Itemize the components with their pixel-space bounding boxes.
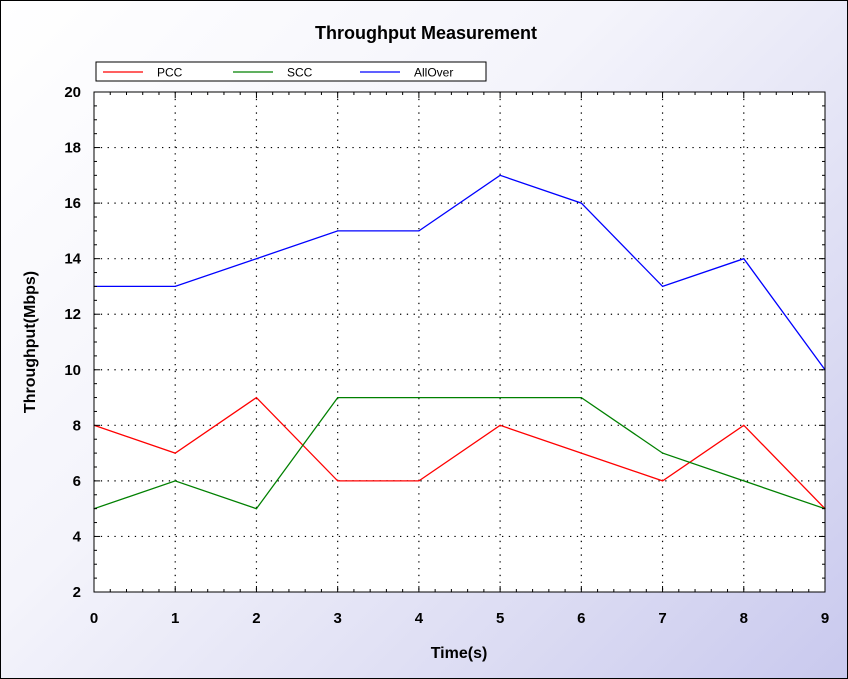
x-tick-label: 7 [658, 610, 666, 627]
y-tick-labels: 2 4 6 8 10 12 14 16 18 20 [64, 84, 81, 601]
x-tick-label: 4 [415, 610, 424, 627]
data-point [174, 480, 176, 482]
series-allover [93, 174, 826, 371]
x-tick-labels: 0 1 2 3 4 5 6 7 8 9 [90, 610, 829, 627]
data-point [743, 424, 745, 426]
y-tick-label: 18 [64, 140, 81, 157]
data-point [418, 480, 420, 482]
data-point [337, 396, 339, 399]
minor-ticks [93, 91, 825, 593]
data-point [499, 424, 501, 426]
legend-label-pcc: PCC [157, 66, 183, 80]
data-point [661, 480, 664, 482]
x-tick-label: 1 [171, 610, 179, 627]
data-point [174, 452, 176, 454]
y-tick-label: 16 [64, 195, 81, 212]
y-tick-label: 6 [73, 473, 81, 490]
data-point [255, 396, 258, 399]
x-tick-label: 0 [90, 610, 98, 627]
legend: PCC SCC AllOver [95, 61, 487, 82]
data-point [661, 285, 664, 288]
series-line-scc [93, 396, 826, 510]
data-point [499, 396, 501, 399]
y-tick-label: 12 [64, 306, 81, 323]
data-point [337, 480, 339, 482]
data-point [499, 174, 501, 176]
x-axis-label: Time(s) [431, 645, 488, 662]
y-tick-label: 10 [64, 362, 81, 379]
data-point [174, 285, 176, 288]
legend-label-allover: AllOver [414, 66, 453, 80]
x-tick-label: 3 [333, 610, 341, 627]
legend-box [95, 61, 487, 82]
y-tick-label: 14 [64, 251, 81, 268]
y-tick-label: 4 [73, 528, 82, 545]
x-tick-label: 9 [821, 610, 829, 627]
y-axis-label: Throughput(Mbps) [22, 271, 39, 413]
y-tick-label: 20 [64, 84, 81, 101]
x-tick-label: 6 [577, 610, 585, 627]
data-point [580, 202, 582, 204]
y-tick-label: 2 [73, 584, 81, 601]
data-point [580, 452, 582, 454]
data-point [255, 508, 258, 510]
x-tick-label: 2 [252, 610, 260, 627]
data-point [743, 258, 745, 260]
data-point [743, 480, 745, 482]
x-tick-label: 8 [740, 610, 748, 627]
data-point [661, 452, 664, 454]
legend-label-scc: SCC [287, 66, 313, 80]
data-point [580, 396, 582, 399]
data-point [418, 396, 420, 399]
series-line-pcc [93, 396, 826, 510]
y-tick-label: 8 [73, 417, 81, 434]
chart-title: Throughput Measurement [315, 23, 537, 43]
data-point [337, 230, 339, 232]
data-point [418, 230, 420, 232]
x-tick-label: 5 [496, 610, 504, 627]
plot-area [94, 92, 825, 592]
data-point [255, 258, 258, 260]
series-line-allover [94, 174, 826, 371]
